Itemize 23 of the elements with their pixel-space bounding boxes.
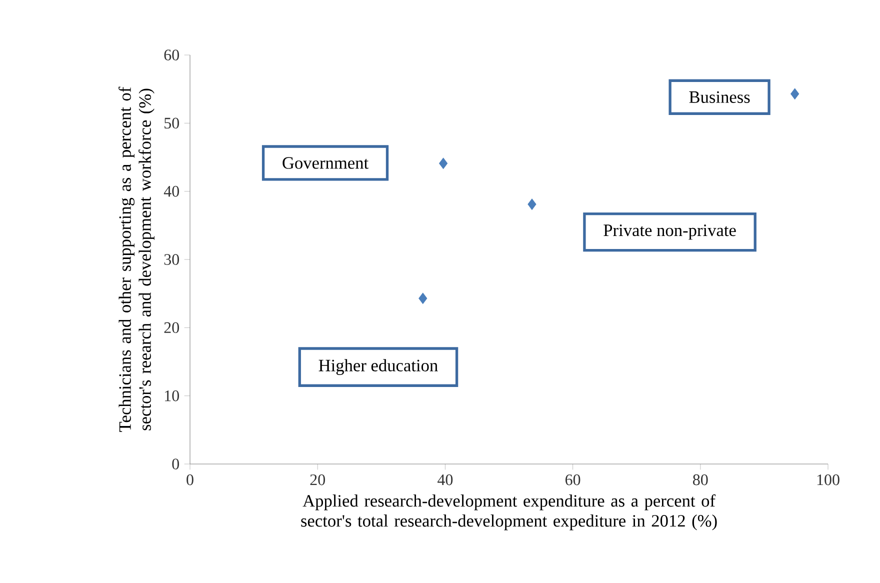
y-axis-title: Technicians and other supporting as a percent of sector's reearch and development workforce (%)	[118, 86, 154, 432]
y-tick-label: 10	[165, 390, 179, 402]
x-tick-label: 60	[566, 474, 580, 486]
point	[418, 292, 428, 304]
y-tick-label: 0	[172, 458, 179, 470]
annotation: Business	[689, 91, 750, 103]
x-tick-label: 80	[693, 474, 708, 486]
y-tick-label: 20	[164, 322, 179, 334]
point	[528, 198, 536, 210]
annotation: Government	[282, 157, 368, 169]
annotation: Private non-private	[604, 224, 736, 240]
x-axis-title: Applied research-development expenditure as a percent of sector's total research-development expediture in 2012 (%)	[301, 494, 717, 530]
y-tick-label: 30	[164, 254, 179, 265]
x-tick-label: 40	[438, 474, 453, 486]
annotation: Higher education	[318, 359, 438, 375]
y-tick-label: 50	[164, 118, 179, 129]
y-tick-label: 60	[164, 50, 179, 60]
x-tick-label: 0	[186, 474, 194, 486]
y-tick-label: 40	[164, 186, 179, 197]
x-tick-label: 100	[817, 474, 840, 486]
x-tick-label: 20	[310, 474, 325, 486]
point	[790, 88, 800, 100]
point	[439, 158, 448, 169]
